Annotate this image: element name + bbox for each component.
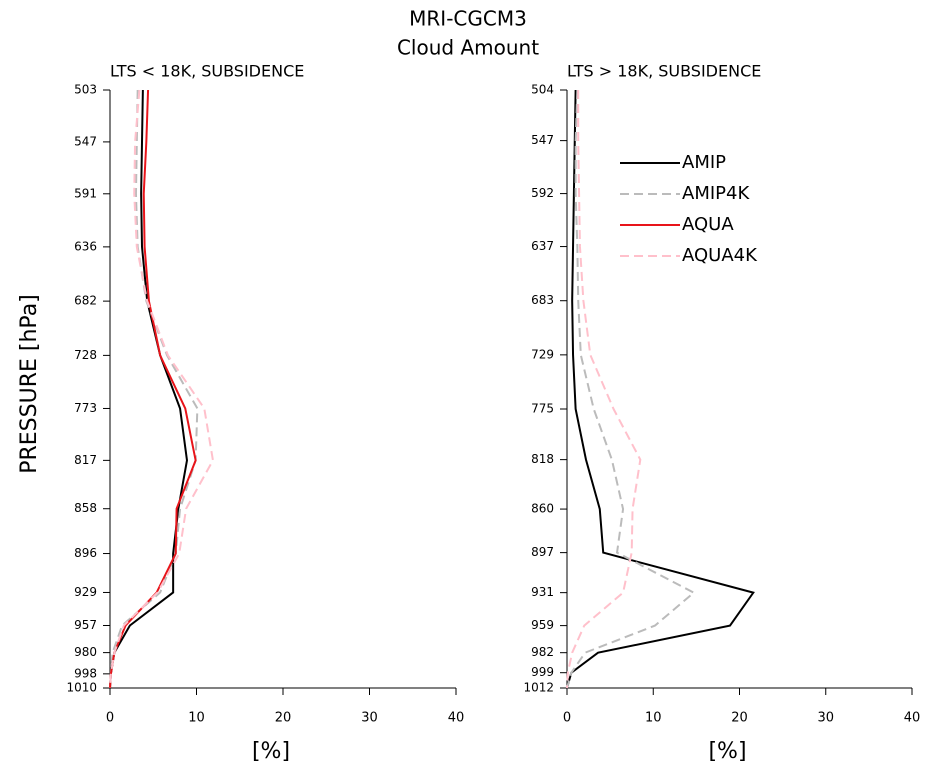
series-line bbox=[566, 89, 755, 689]
y-tick-label: 1012 bbox=[523, 681, 554, 695]
figure-title: MRI-CGCM3 bbox=[409, 7, 527, 31]
y-tick-label: 896 bbox=[74, 546, 97, 560]
x-tick-label: 0 bbox=[563, 711, 571, 726]
x-tick-label: 20 bbox=[731, 711, 748, 726]
legend-label: AQUA bbox=[682, 214, 734, 235]
y-tick-label: 998 bbox=[74, 666, 97, 680]
x-tick-label: 10 bbox=[645, 711, 662, 726]
series-line bbox=[566, 89, 696, 689]
y-tick-label: 931 bbox=[531, 585, 554, 599]
y-tick-label: 897 bbox=[531, 545, 554, 559]
y-tick-label: 729 bbox=[531, 347, 554, 361]
y-axis-label: PRESSURE [hPa] bbox=[17, 294, 42, 474]
y-tick-label: 817 bbox=[74, 453, 97, 467]
y-tick-label: 818 bbox=[531, 452, 554, 466]
panel-title: LTS < 18K, SUBSIDENCE bbox=[110, 62, 304, 81]
legend-label: AMIP4K bbox=[682, 183, 750, 204]
x-tick-label: 30 bbox=[361, 711, 378, 726]
y-tick-label: 637 bbox=[531, 239, 554, 253]
y-tick-label: 503 bbox=[74, 83, 97, 97]
x-tick-label: 10 bbox=[188, 711, 205, 726]
series-line bbox=[109, 89, 214, 689]
x-tick-label: 20 bbox=[275, 711, 292, 726]
panel-title: LTS > 18K, SUBSIDENCE bbox=[567, 62, 761, 81]
y-tick-label: 547 bbox=[531, 133, 554, 147]
y-tick-label: 591 bbox=[74, 186, 97, 200]
x-tick-label: 0 bbox=[106, 711, 114, 726]
y-tick-label: 980 bbox=[74, 645, 97, 659]
y-tick-label: 728 bbox=[74, 348, 97, 362]
y-tick-label: 682 bbox=[74, 294, 97, 308]
x-axis-label: [%] bbox=[252, 739, 290, 764]
y-tick-label: 683 bbox=[531, 293, 554, 307]
legend-label: AQUA4K bbox=[682, 245, 758, 266]
y-tick-label: 860 bbox=[531, 502, 554, 516]
series-line bbox=[566, 90, 642, 689]
x-axis-label: [%] bbox=[708, 739, 746, 764]
y-tick-label: 959 bbox=[531, 618, 554, 632]
y-tick-label: 957 bbox=[74, 618, 97, 632]
y-tick-label: 999 bbox=[531, 665, 554, 679]
y-tick-label: 858 bbox=[74, 501, 97, 515]
y-tick-label: 775 bbox=[531, 402, 554, 416]
legend-label: AMIP bbox=[682, 152, 726, 173]
y-tick-label: 592 bbox=[531, 186, 554, 200]
x-tick-label: 40 bbox=[904, 711, 921, 726]
series-line bbox=[109, 89, 188, 689]
y-tick-label: 547 bbox=[74, 134, 97, 148]
y-tick-label: 636 bbox=[74, 239, 97, 253]
y-tick-label: 929 bbox=[74, 585, 97, 599]
y-tick-label: 1010 bbox=[66, 681, 97, 695]
y-tick-label: 504 bbox=[531, 83, 554, 97]
x-tick-label: 30 bbox=[817, 711, 834, 726]
series-line bbox=[109, 89, 199, 689]
y-tick-label: 982 bbox=[531, 645, 554, 659]
figure-subtitle: Cloud Amount bbox=[397, 36, 539, 60]
x-tick-label: 40 bbox=[448, 711, 465, 726]
series-line bbox=[109, 89, 197, 689]
y-tick-label: 773 bbox=[74, 401, 97, 415]
